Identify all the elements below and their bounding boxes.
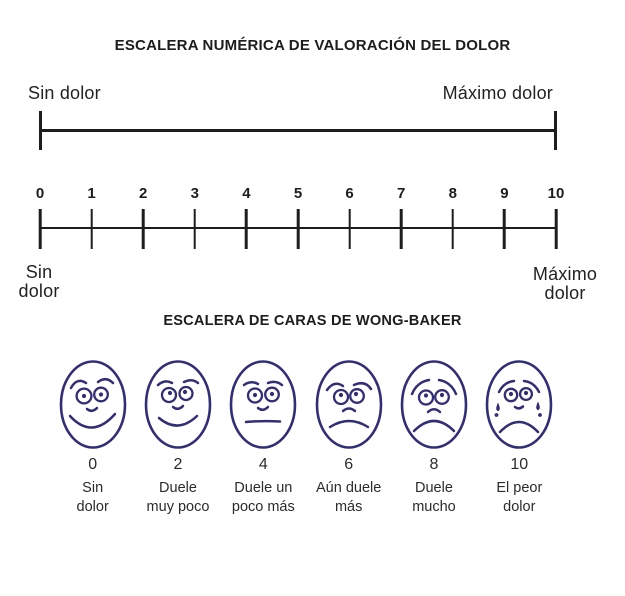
vas-right-endtick	[554, 111, 557, 150]
ruler-tick-10	[554, 209, 558, 249]
tick-label-10: 10	[547, 185, 565, 202]
ruler-max-pain-label: Máximo dolor	[532, 264, 598, 303]
face-no-pain-icon	[59, 360, 126, 449]
face-label: Duele un poco más	[231, 480, 295, 515]
face-score: 8	[429, 456, 439, 473]
face-item-0: 0 Sin dolor	[50, 359, 135, 516]
face-label: El peor dolor	[496, 480, 543, 515]
vas-left-endtick	[39, 111, 42, 150]
face-score: 10	[510, 456, 529, 473]
face-item-10: 10 El peor dolor	[477, 359, 562, 516]
tick-label-2: 2	[139, 185, 148, 202]
wong-baker-faces-row: 0 Sin dolor 2 Duele muy poco 4 Duele un poco …	[50, 359, 562, 516]
vas-line	[39, 111, 557, 150]
face-item-4: 4 Duele un poco más	[221, 359, 306, 516]
face-score: 6	[344, 456, 354, 473]
vas-max-pain-label: Máximo dolor	[442, 83, 553, 103]
tick-label-0: 0	[35, 185, 45, 202]
ruler-tick-9	[503, 209, 506, 249]
numeric-ruler	[38, 209, 558, 249]
tick-label-3: 3	[190, 185, 199, 202]
face-crying-icon	[485, 360, 553, 449]
tick-label-5: 5	[293, 185, 303, 202]
face-slight-frown-icon	[315, 360, 382, 449]
ruler-tick-1	[90, 209, 93, 249]
ruler-tick-0	[38, 209, 42, 249]
faces-scale-title: ESCALERA DE CARAS DE WONG-BAKER	[163, 313, 462, 329]
ruler-tick-7	[399, 209, 403, 249]
face-item-2: 2 Duele muy poco	[135, 359, 220, 516]
numeric-tick-labels: 0 1 2 3 4 5 6 7 8 9 10	[36, 185, 565, 202]
face-label: Duele muy poco	[146, 480, 210, 515]
tick-label-6: 6	[345, 185, 354, 202]
face-label: Aún duele más	[315, 480, 382, 515]
ruler-no-pain-label: Sin dolor	[18, 262, 60, 301]
face-label: Sin dolor	[76, 480, 109, 515]
numeric-scale-title: ESCALERA NUMÉRICA DE VALORACIÓN DEL DOLO…	[114, 37, 511, 54]
tick-label-7: 7	[397, 185, 406, 202]
face-hurts-little-icon	[144, 360, 212, 449]
tick-label-1: 1	[87, 185, 96, 202]
tick-label-9: 9	[500, 185, 509, 202]
ruler-tick-2	[141, 209, 145, 249]
ruler-tick-5	[296, 209, 300, 249]
face-score: 2	[173, 456, 183, 473]
face-item-6: 6 Aún duele más	[306, 359, 391, 516]
face-score: 4	[258, 456, 268, 473]
ruler-tick-6	[348, 209, 351, 249]
face-item-8: 8 Duele mucho	[391, 359, 476, 516]
face-frown-icon	[400, 360, 468, 449]
ruler-tick-8	[451, 209, 455, 249]
tick-label-8: 8	[448, 185, 457, 202]
ruler-tick-3	[193, 209, 197, 249]
vas-no-pain-label: Sin dolor	[28, 83, 101, 103]
tick-label-4: 4	[242, 185, 251, 202]
face-label: Duele mucho	[412, 480, 456, 515]
vas-line-bar	[39, 129, 557, 132]
face-score: 0	[88, 456, 98, 473]
face-neutral-icon	[230, 360, 297, 449]
ruler-tick-4	[245, 209, 248, 249]
